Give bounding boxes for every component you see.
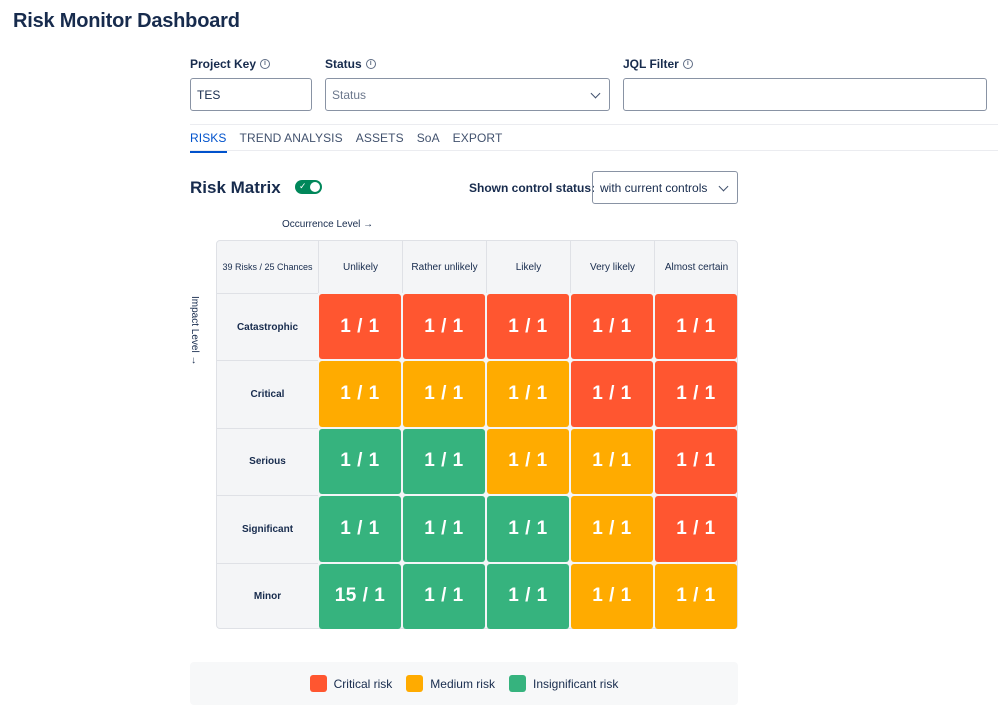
status-select[interactable]: Status xyxy=(325,78,610,111)
matrix-cell[interactable]: 1 / 1 xyxy=(487,294,569,360)
matrix-cell[interactable]: 1 / 1 xyxy=(403,428,485,495)
control-status-label: Shown control status: xyxy=(469,181,595,195)
matrix-cell[interactable]: 1 / 1 xyxy=(655,496,737,562)
matrix-title: Risk Matrix xyxy=(190,178,281,197)
matrix-cell[interactable]: 15 / 1 xyxy=(319,563,401,629)
matrix-cell[interactable]: 1 / 1 xyxy=(487,428,569,495)
matrix-cell[interactable]: 1 / 1 xyxy=(403,361,485,427)
info-icon[interactable]: i xyxy=(682,59,693,69)
matrix-cell[interactable]: 1 / 1 xyxy=(655,361,737,427)
tab-soa[interactable]: SoA xyxy=(416,131,440,145)
info-icon[interactable]: i xyxy=(365,59,376,69)
matrix-cell[interactable]: 1 / 1 xyxy=(571,361,653,427)
divider xyxy=(190,150,998,151)
matrix-column-header: Likely xyxy=(486,241,570,293)
legend-swatch xyxy=(508,675,526,692)
matrix-cell[interactable]: 1 / 1 xyxy=(403,496,485,562)
matrix-cell[interactable]: 1 / 1 xyxy=(655,563,737,629)
matrix-cell[interactable]: 1 / 1 xyxy=(319,361,401,427)
matrix-cell[interactable]: 1 / 1 xyxy=(571,563,653,629)
tab-assets[interactable]: ASSETS xyxy=(355,131,404,145)
legend-swatch xyxy=(406,675,424,692)
project-key-input[interactable]: TES xyxy=(190,78,312,111)
matrix-cell[interactable]: 1 / 1 xyxy=(571,428,653,495)
matrix-cell[interactable]: 1 / 1 xyxy=(655,428,737,495)
matrix-cell[interactable]: 1 / 1 xyxy=(655,294,737,360)
jql-filter-label: JQL Filter i xyxy=(623,57,693,71)
chevron-down-icon xyxy=(590,88,601,99)
risk-matrix: 39 Risks / 25 Chances Unlikely Rather unl… xyxy=(216,240,738,629)
matrix-corner-summary: 39 Risks / 25 Chances xyxy=(222,262,313,272)
control-status-select[interactable]: with current controls xyxy=(592,171,738,204)
impact-axis-label: Impact Level → xyxy=(189,296,200,366)
matrix-column-header: Almost certain xyxy=(654,241,738,293)
legend-label: Insignificant risk xyxy=(532,676,619,691)
legend-swatch xyxy=(309,675,327,692)
occurrence-axis-label: Occurrence Level → xyxy=(282,219,374,230)
project-key-label: Project Key i xyxy=(190,57,271,71)
toggle-knob xyxy=(310,182,320,192)
chevron-down-icon xyxy=(718,181,729,192)
jql-filter-input[interactable] xyxy=(623,78,987,111)
info-icon[interactable]: i xyxy=(260,59,271,69)
matrix-column-header: Rather unlikely xyxy=(402,241,486,293)
tab-trend-analysis[interactable]: TREND ANALYSIS xyxy=(239,131,343,145)
matrix-column-header: Very likely xyxy=(570,241,654,293)
legend-item: Insignificant risk xyxy=(508,675,619,692)
matrix-cell[interactable]: 1 / 1 xyxy=(571,496,653,562)
divider xyxy=(190,124,998,125)
check-icon: ✓ xyxy=(299,181,307,191)
matrix-cell[interactable]: 1 / 1 xyxy=(319,294,401,360)
matrix-cell[interactable]: 1 / 1 xyxy=(319,496,401,562)
matrix-cell[interactable]: 1 / 1 xyxy=(403,563,485,629)
matrix-cell[interactable]: 1 / 1 xyxy=(487,496,569,562)
matrix-row-header: Critical xyxy=(217,360,318,427)
matrix-row-header: Minor xyxy=(217,562,318,630)
matrix-toggle[interactable]: ✓ xyxy=(295,180,322,194)
matrix-cell[interactable]: 1 / 1 xyxy=(319,428,401,495)
tab-bar: RISKS TREND ANALYSIS ASSETS SoA EXPORT xyxy=(190,131,515,153)
matrix-row-header: Catastrophic xyxy=(217,293,318,360)
matrix-cell[interactable]: 1 / 1 xyxy=(487,563,569,629)
matrix-row-header: Significant xyxy=(217,495,318,562)
matrix-column-header: Unlikely xyxy=(318,241,402,293)
matrix-cell[interactable]: 1 / 1 xyxy=(571,294,653,360)
matrix-row-header: Serious xyxy=(217,427,318,495)
page-title: Risk Monitor Dashboard xyxy=(13,10,240,32)
legend-item: Critical risk xyxy=(309,675,393,692)
tab-export[interactable]: EXPORT xyxy=(452,131,503,145)
status-label: Status i xyxy=(325,57,376,71)
matrix-cell[interactable]: 1 / 1 xyxy=(487,361,569,427)
legend-item: Medium risk xyxy=(406,675,495,692)
matrix-cell[interactable]: 1 / 1 xyxy=(403,294,485,360)
legend: Critical risk Medium risk Insignificant ri… xyxy=(190,662,738,705)
legend-label: Critical risk xyxy=(333,676,393,691)
tab-risks[interactable]: RISKS xyxy=(190,131,227,153)
legend-label: Medium risk xyxy=(430,676,495,691)
